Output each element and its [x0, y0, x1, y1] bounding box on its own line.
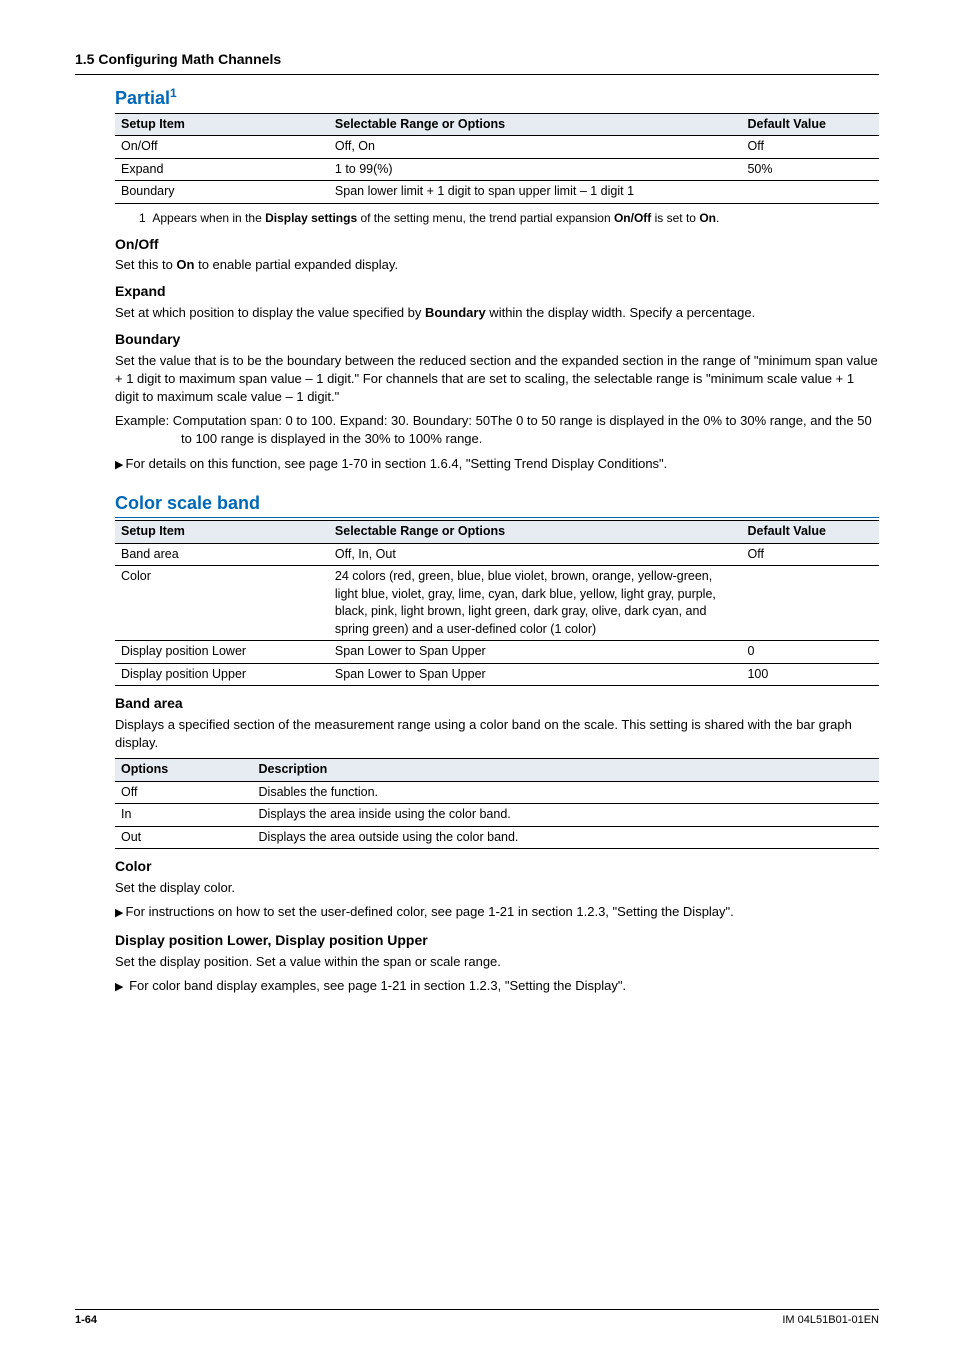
- cell: Color: [115, 566, 329, 641]
- partial-footnote: 1 Appears when in the Display settings o…: [139, 210, 879, 227]
- table-row: Boundary Span lower limit + 1 digit to s…: [115, 181, 879, 204]
- th-description: Description: [253, 759, 879, 782]
- cell: Off: [741, 543, 879, 566]
- position-text: Set the display position. Set a value wi…: [115, 953, 879, 971]
- color-ref: For instructions on how to set the user-…: [115, 903, 879, 921]
- th-default: Default Value: [741, 113, 879, 136]
- table-row: Expand 1 to 99(%) 50%: [115, 158, 879, 181]
- page-number: 1-64: [75, 1313, 97, 1328]
- cell: Off: [741, 136, 879, 159]
- partial-heading-text: Partial: [115, 88, 170, 108]
- cell: Boundary: [115, 181, 329, 204]
- th-range: Selectable Range or Options: [329, 521, 742, 544]
- cell: 24 colors (red, green, blue, blue violet…: [329, 566, 742, 641]
- cell: Off, In, Out: [329, 543, 742, 566]
- position-ref: For color band display examples, see pag…: [115, 977, 879, 995]
- expand-heading: Expand: [115, 282, 879, 302]
- table-row: In Displays the area inside using the co…: [115, 804, 879, 827]
- main-content: Partial1 Setup Item Selectable Range or …: [75, 85, 879, 996]
- doc-id: IM 04L51B01-01EN: [782, 1313, 879, 1328]
- boundary-ref-text: For details on this function, see page 1…: [125, 456, 667, 471]
- table-row: Color 24 colors (red, green, blue, blue …: [115, 566, 879, 641]
- section-heading: 1.5 Configuring Math Channels: [75, 50, 879, 75]
- band-area-options-table: Options Description Off Disables the fun…: [115, 758, 879, 849]
- cell: On/Off: [115, 136, 329, 159]
- cell: Display position Lower: [115, 641, 329, 664]
- color-scale-band-heading: Color scale band: [115, 491, 879, 518]
- partial-table: Setup Item Selectable Range or Options D…: [115, 113, 879, 204]
- cell: Off, On: [329, 136, 742, 159]
- band-area-text: Displays a specified section of the meas…: [115, 716, 879, 752]
- onoff-text: Set this to On to enable partial expande…: [115, 256, 879, 274]
- th-setup-item: Setup Item: [115, 113, 329, 136]
- page-footer: 1-64 IM 04L51B01-01EN: [75, 1309, 879, 1328]
- boundary-heading: Boundary: [115, 330, 879, 350]
- band-area-heading: Band area: [115, 694, 879, 714]
- color-heading: Color: [115, 857, 879, 877]
- cell: 50%: [741, 158, 879, 181]
- th-range: Selectable Range or Options: [329, 113, 742, 136]
- partial-heading: Partial1: [115, 85, 879, 111]
- position-heading: Display position Lower, Display position…: [115, 931, 879, 951]
- cell: Disables the function.: [253, 781, 879, 804]
- cell: Off: [115, 781, 253, 804]
- table-row: Band area Off, In, Out Off: [115, 543, 879, 566]
- table-row: Display position Upper Span Lower to Spa…: [115, 663, 879, 686]
- cell: Span Lower to Span Upper: [329, 663, 742, 686]
- boundary-text1: Set the value that is to be the boundary…: [115, 352, 879, 407]
- cell: In: [115, 804, 253, 827]
- color-text: Set the display color.: [115, 879, 879, 897]
- cell: Displays the area outside using the colo…: [253, 826, 879, 849]
- table-row: Off Disables the function.: [115, 781, 879, 804]
- cell: Band area: [115, 543, 329, 566]
- color-scale-table: Setup Item Selectable Range or Options D…: [115, 520, 879, 686]
- cell: Out: [115, 826, 253, 849]
- cell: Display position Upper: [115, 663, 329, 686]
- cell: Span lower limit + 1 digit to span upper…: [329, 181, 879, 204]
- cell: 1 to 99(%): [329, 158, 742, 181]
- cell: 100: [741, 663, 879, 686]
- position-ref-text: For color band display examples, see pag…: [125, 978, 626, 993]
- th-default: Default Value: [741, 521, 879, 544]
- th-setup-item: Setup Item: [115, 521, 329, 544]
- table-row: Display position Lower Span Lower to Spa…: [115, 641, 879, 664]
- cell: 0: [741, 641, 879, 664]
- onoff-heading: On/Off: [115, 235, 879, 255]
- table-row: Out Displays the area outside using the …: [115, 826, 879, 849]
- boundary-ref: For details on this function, see page 1…: [115, 455, 879, 473]
- th-options: Options: [115, 759, 253, 782]
- table-row: On/Off Off, On Off: [115, 136, 879, 159]
- expand-text: Set at which position to display the val…: [115, 304, 879, 322]
- boundary-example: Example: Computation span: 0 to 100. Exp…: [181, 412, 879, 448]
- partial-heading-sup: 1: [170, 86, 177, 100]
- cell: [741, 566, 879, 641]
- color-ref-text: For instructions on how to set the user-…: [125, 904, 733, 919]
- cell: Expand: [115, 158, 329, 181]
- cell: Displays the area inside using the color…: [253, 804, 879, 827]
- cell: Span Lower to Span Upper: [329, 641, 742, 664]
